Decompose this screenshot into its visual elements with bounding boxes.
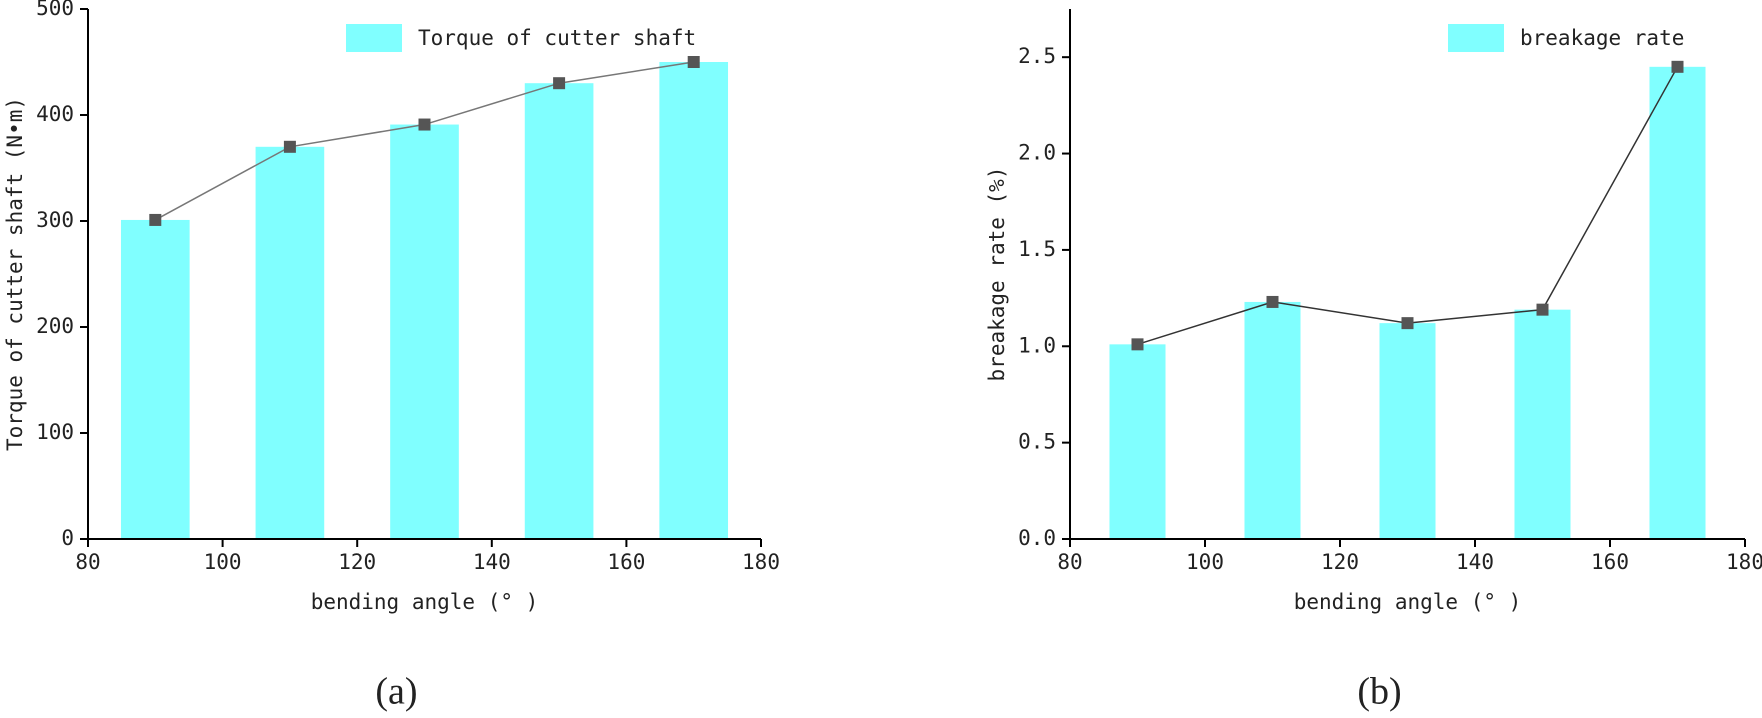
bar <box>524 83 594 539</box>
legend-label: Torque of cutter shaft <box>418 26 696 50</box>
y-tick-label: 200 <box>36 314 74 338</box>
marker <box>418 118 431 131</box>
x-tick-label: 120 <box>338 550 376 574</box>
y-axis-label: breakage rate (%) <box>985 167 1009 382</box>
legend-label: breakage rate <box>1520 26 1684 50</box>
bar <box>390 124 459 539</box>
marker <box>687 56 700 68</box>
y-axis-label: Torque of cutter shaft (N•m) <box>3 97 27 451</box>
x-tick-label: 140 <box>1456 550 1494 574</box>
x-tick-label: 160 <box>1591 550 1629 574</box>
bar <box>255 146 325 540</box>
x-tick-label: 80 <box>75 550 100 574</box>
marker <box>1536 303 1549 316</box>
trend-line <box>1137 66 1679 346</box>
y-tick-label: 500 <box>36 0 74 20</box>
caption: (b) <box>1357 671 1401 713</box>
bar <box>120 219 190 539</box>
legend-swatch <box>346 24 402 52</box>
marker <box>553 77 566 90</box>
x-tick-label: 100 <box>204 550 242 574</box>
bar <box>1109 344 1166 539</box>
x-tick-label: 180 <box>742 550 780 574</box>
y-tick-label: 0 <box>61 526 74 550</box>
caption: (a) <box>375 671 417 713</box>
y-tick-label: 1.5 <box>1018 237 1056 261</box>
x-tick-label: 180 <box>1726 550 1762 574</box>
x-tick-label: 80 <box>1057 550 1082 574</box>
y-tick-label: 0.5 <box>1018 430 1056 454</box>
x-axis-label: bending angle (° ) <box>311 590 539 614</box>
marker <box>1266 295 1279 308</box>
bar <box>1649 66 1706 540</box>
x-tick-label: 140 <box>473 550 511 574</box>
bar <box>1244 301 1301 539</box>
y-tick-label: 400 <box>36 102 74 126</box>
marker <box>1131 338 1144 351</box>
marker <box>283 140 296 153</box>
bar <box>659 62 729 539</box>
bar <box>1379 323 1436 539</box>
y-tick-label: 0.0 <box>1018 526 1056 550</box>
bar <box>1514 309 1571 539</box>
marker <box>149 213 162 226</box>
y-tick-label: 100 <box>36 420 74 444</box>
y-tick-label: 2.5 <box>1018 44 1056 68</box>
y-tick-label: 2.0 <box>1018 141 1056 165</box>
marker <box>1671 60 1684 73</box>
y-tick-label: 1.0 <box>1018 333 1056 357</box>
x-tick-label: 120 <box>1321 550 1359 574</box>
x-axis-label: bending angle (° ) <box>1294 590 1522 614</box>
legend-swatch <box>1448 24 1504 52</box>
x-tick-label: 100 <box>1186 550 1224 574</box>
y-tick-label: 300 <box>36 208 74 232</box>
x-tick-label: 160 <box>607 550 645 574</box>
marker <box>1401 317 1414 330</box>
